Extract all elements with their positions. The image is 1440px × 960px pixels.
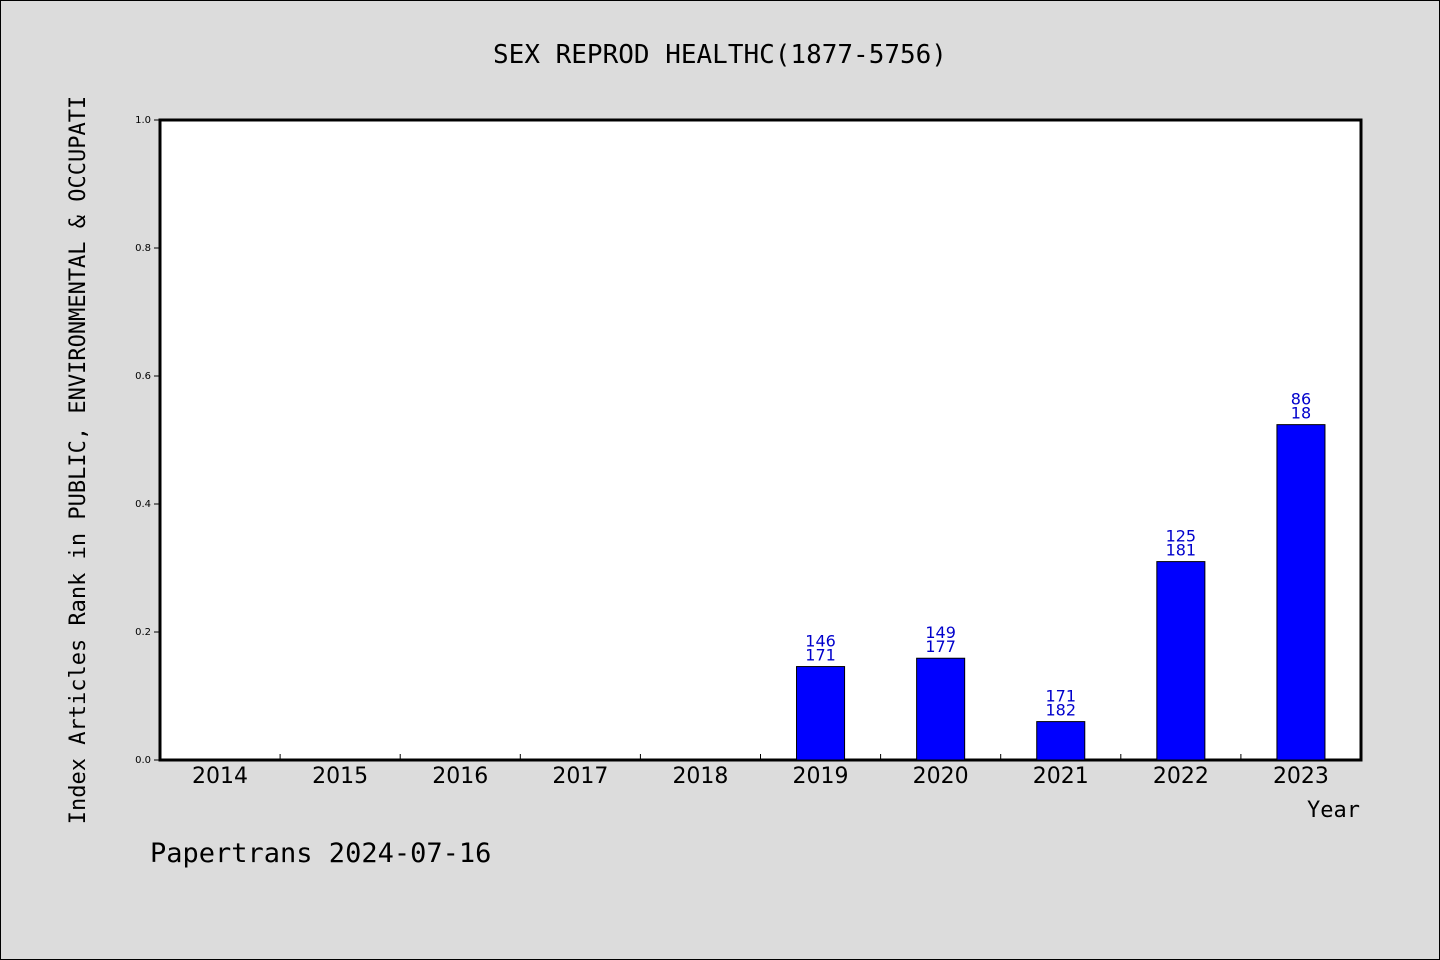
- footer-watermark: Papertrans 2024-07-16: [150, 838, 491, 869]
- x-tick-label: 2018: [672, 764, 728, 789]
- y-axis-ticks: 0.0 0.2 0.4 0.6 0.8 1.0: [135, 115, 160, 766]
- bar-label-top-2020: 149: [925, 623, 956, 642]
- bars: [796, 424, 1326, 761]
- bar-label-bottom-2020: 177: [925, 637, 956, 656]
- bar-label-top-2023: 86: [1291, 390, 1311, 409]
- bar-label-bottom-2021: 182: [1045, 701, 1076, 720]
- bar-2021: [1036, 721, 1086, 761]
- x-tick-label: 2015: [312, 764, 368, 789]
- bar-label-bottom-2022: 181: [1166, 541, 1197, 560]
- x-axis-ticks: 2014 2015 2016 2017 2018 2019 2020 2021 2022 2023: [192, 754, 1329, 789]
- bar-2019: [796, 666, 846, 761]
- x-axis-label: Year: [1307, 798, 1360, 823]
- bar-label-top-2019: 146: [805, 632, 836, 651]
- y-tick-label: 0.4: [135, 499, 151, 510]
- y-tick-label: 0.8: [135, 243, 151, 254]
- bar-label-bottom-2023: 18: [1291, 404, 1311, 423]
- x-tick-label: 2022: [1153, 764, 1209, 789]
- y-tick-label: 1.0: [135, 115, 151, 126]
- bar-label-bottom-2019: 171: [805, 646, 836, 665]
- y-tick-label: 0.2: [135, 627, 151, 638]
- bar-2022: [1156, 561, 1206, 761]
- bar-label-top-2021: 171: [1045, 687, 1076, 706]
- bar-2020: [916, 657, 966, 761]
- x-tick-label: 2016: [432, 764, 488, 789]
- x-tick-label: 2014: [192, 764, 248, 789]
- y-tick-label: 0.6: [135, 371, 151, 382]
- chart-title: SEX REPROD HEALTHC(1877-5756): [493, 40, 947, 70]
- y-axis-label: Index Articles Rank in PUBLIC, ENVIRONME…: [66, 96, 91, 824]
- x-tick-label: 2019: [793, 764, 849, 789]
- x-tick-label: 2021: [1033, 764, 1089, 789]
- bar-2023: [1276, 424, 1326, 761]
- x-tick-label: 2023: [1273, 764, 1329, 789]
- x-tick-label: 2020: [913, 764, 969, 789]
- y-tick-label: 0.0: [135, 755, 151, 766]
- bar-label-top-2022: 125: [1166, 527, 1197, 546]
- x-tick-label: 2017: [552, 764, 608, 789]
